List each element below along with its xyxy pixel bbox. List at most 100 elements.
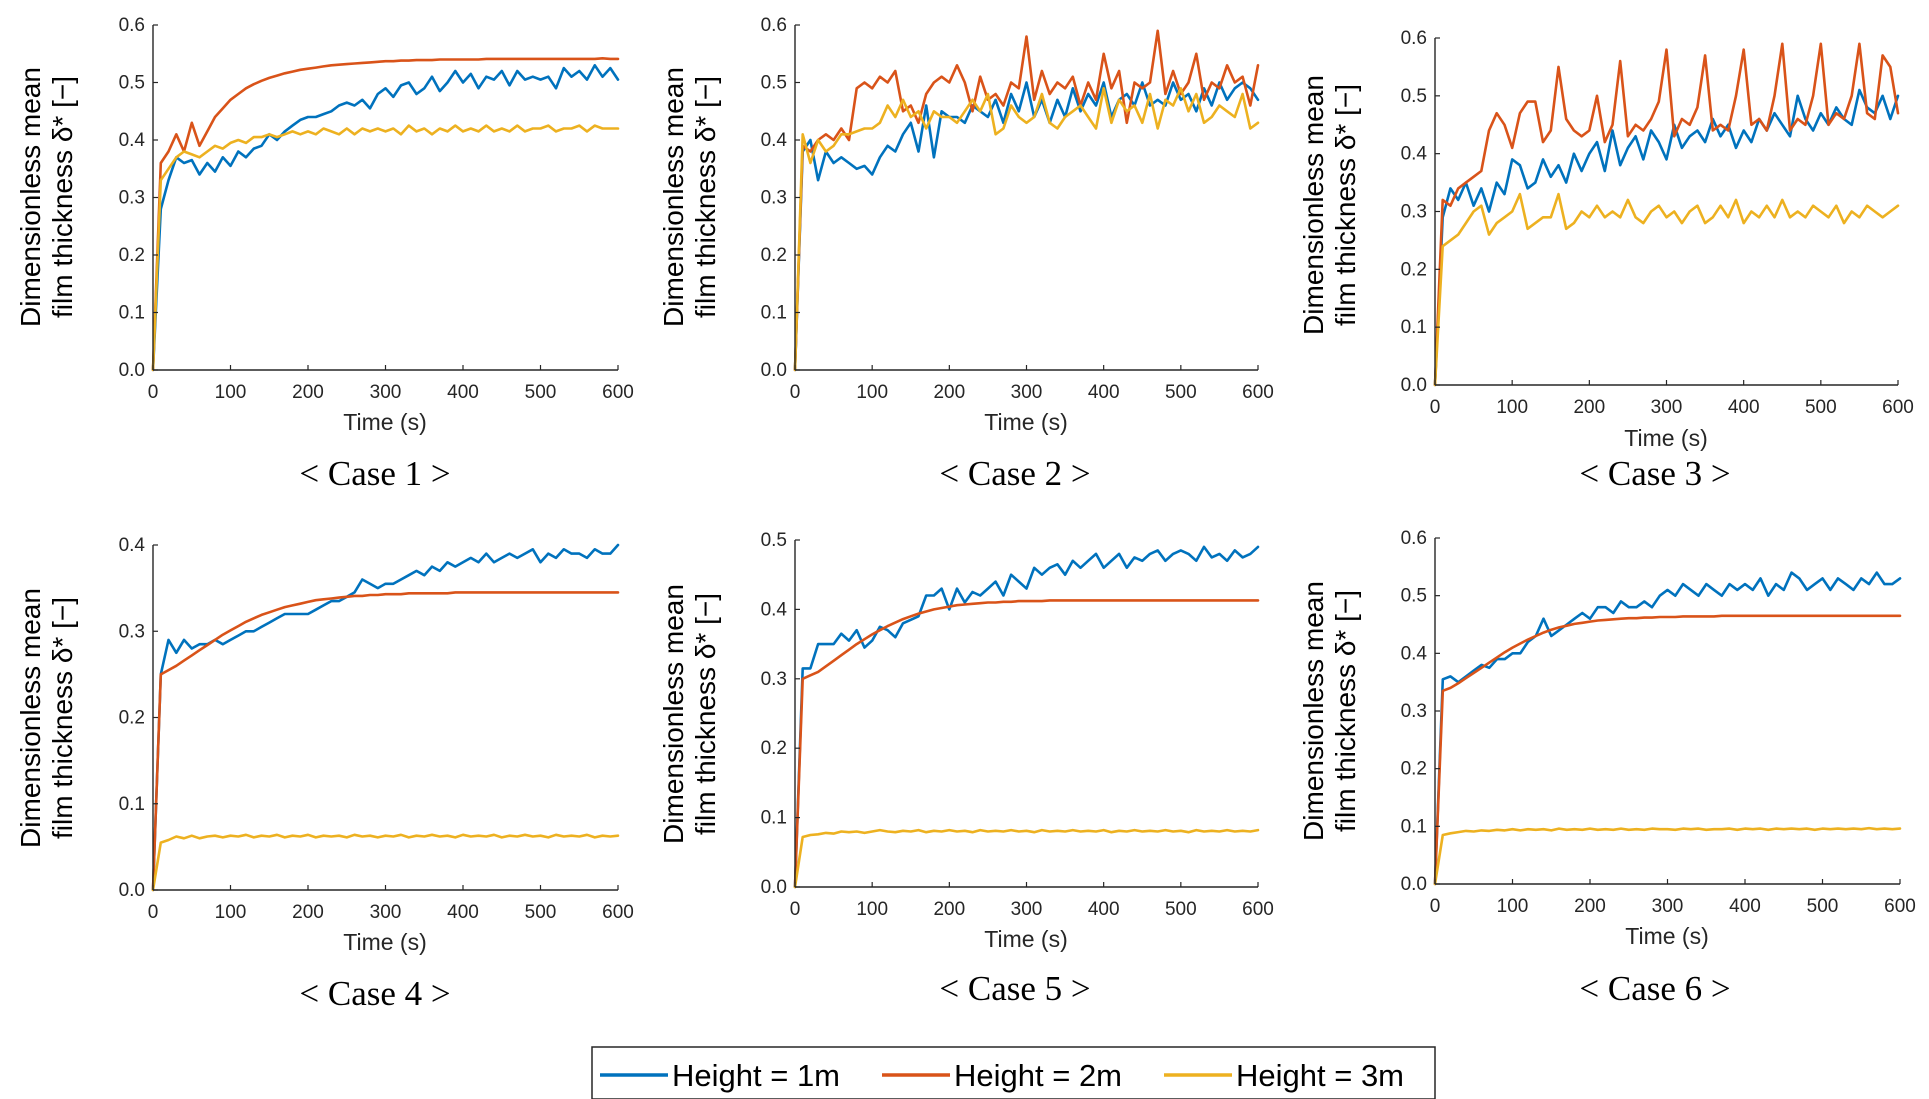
y-tick-label: 0.3 [761,188,787,209]
x-tick-label: 300 [1011,899,1043,920]
y-tick-label: 0.3 [119,621,145,642]
x-tick-label: 400 [1088,382,1120,403]
series-line-height-3m [151,124,620,372]
y-tick-label: 0.5 [1401,86,1427,107]
y-axis-label-line2: film thickness δ* [−] [47,76,78,318]
panel-caption: < Case 1 > [299,454,450,493]
x-tick-label: 300 [1652,896,1684,917]
y-tick-label: 0.1 [1401,317,1427,338]
y-axis-label-line2: film thickness δ* [−] [690,593,721,835]
x-tick-label: 200 [292,902,324,923]
x-tick-label: 100 [215,382,247,403]
y-tick-label: 0.5 [761,530,787,551]
series-line-height-1m [151,64,620,372]
y-tick-label: 0.5 [1401,586,1427,607]
y-axis-label-line1: Dimensionless mean [1298,75,1329,335]
y-tick-label: 0.5 [761,73,787,94]
x-axis-label: Time (s) [1624,425,1707,451]
series-line-height-2m [151,57,620,372]
x-tick-label: 0 [148,382,159,403]
x-tick-label: 200 [933,382,965,403]
series-line-height-3m [1433,826,1902,886]
x-axis-label: Time (s) [343,409,426,435]
y-tick-label: 0.6 [1401,28,1427,49]
x-tick-label: 200 [1573,397,1605,418]
series-line-height-2m [1433,614,1902,886]
panel-case-3: 0 100 200 300 400 500 600 0.0 0.1 0.2 0.3 0.4 0.5 0.6… [1298,28,1914,493]
x-axis-label: Time (s) [984,926,1067,952]
y-axis-label-line2: film thickness δ* [−] [47,597,78,839]
y-tick-label: 0.3 [1401,701,1427,722]
y-tick-label: 0.6 [119,15,145,36]
y-tick-label: 0.0 [761,877,787,898]
series-line-height-3m [151,833,620,892]
x-tick-label: 100 [1497,896,1529,917]
series-line-height-1m [793,81,1260,372]
x-tick-label: 200 [933,899,965,920]
x-tick-label: 100 [1496,397,1528,418]
panel-caption: < Case 6 > [1579,969,1730,1008]
x-tick-label: 200 [1574,896,1606,917]
panel-case-4: 0 100 200 300 400 500 600 0.0 0.1 0.2 0.3 0.4 Time … [15,535,634,1013]
panel-caption: < Case 4 > [299,974,450,1013]
x-tick-label: 300 [1651,397,1683,418]
series-line-height-1m [1433,571,1902,886]
y-tick-label: 0.4 [119,130,146,151]
y-tick-label: 0.4 [119,535,146,556]
y-tick-label: 0.3 [1401,202,1427,223]
x-axis-label: Time (s) [984,409,1067,435]
x-axis-label: Time (s) [343,929,426,955]
x-tick-label: 600 [1884,896,1916,917]
x-tick-label: 400 [1729,896,1761,917]
x-tick-label: 100 [215,902,247,923]
x-axis-label: Time (s) [1625,923,1708,949]
x-tick-label: 100 [856,382,888,403]
y-tick-label: 0.3 [119,188,145,209]
y-tick-label: 0.5 [119,73,145,94]
x-tick-label: 300 [1011,382,1043,403]
x-tick-label: 300 [370,382,402,403]
y-tick-label: 0.4 [761,599,788,620]
x-tick-label: 600 [1882,397,1914,418]
y-axis-label-line2: film thickness δ* [−] [690,76,721,318]
x-tick-label: 500 [1165,382,1197,403]
panel-case-1: 0 100 200 300 400 500 600 0.0 0.1 0.2 0.3 0.4 0.5 0.6… [15,15,634,493]
y-axis-label-line1: Dimensionless mean [15,588,46,848]
x-tick-label: 100 [856,899,888,920]
y-tick-label: 0.2 [761,245,787,266]
y-axis-label-line1: Dimensionless mean [15,67,46,327]
x-tick-label: 0 [1430,896,1441,917]
x-tick-label: 300 [370,902,402,923]
series-line-height-2m [151,591,620,892]
x-tick-label: 0 [790,899,801,920]
panel-caption: < Case 3 > [1579,454,1730,493]
x-tick-label: 500 [525,902,557,923]
x-tick-label: 600 [1242,382,1274,403]
x-tick-label: 0 [1430,397,1441,418]
legend-label-3m: Height = 3m [1236,1058,1404,1093]
panel-caption: < Case 5 > [939,969,1090,1008]
x-tick-label: 500 [525,382,557,403]
y-axis-label-line1: Dimensionless mean [1298,581,1329,841]
series-line-height-3m [793,828,1260,889]
y-tick-label: 0.6 [1401,528,1427,549]
y-tick-label: 0.1 [761,303,787,324]
y-tick-label: 0.1 [1401,816,1427,837]
y-axis-label-line1: Dimensionless mean [658,584,689,844]
panel-case-5: 0 100 200 300 400 500 600 0.0 0.1 0.2 0.3 0.4 0.5 Ti… [658,530,1274,1008]
x-tick-label: 500 [1807,896,1839,917]
y-tick-label: 0.2 [119,708,145,729]
y-tick-label: 0.6 [761,15,787,36]
series-line-height-1m [1433,88,1900,387]
series-line-height-2m [1433,42,1900,387]
y-tick-label: 0.1 [761,808,787,829]
series-line-height-3m [793,87,1260,372]
series-line-height-3m [1433,192,1900,387]
x-tick-label: 500 [1805,397,1837,418]
panel-case-6: 0 100 200 300 400 500 600 0.0 0.1 0.2 0.3 0.4 0.5 0.6… [1298,528,1916,1008]
x-tick-label: 0 [148,902,159,923]
panel-caption: < Case 2 > [939,454,1090,493]
y-tick-label: 0.0 [119,360,145,381]
y-tick-label: 0.4 [1401,643,1428,664]
